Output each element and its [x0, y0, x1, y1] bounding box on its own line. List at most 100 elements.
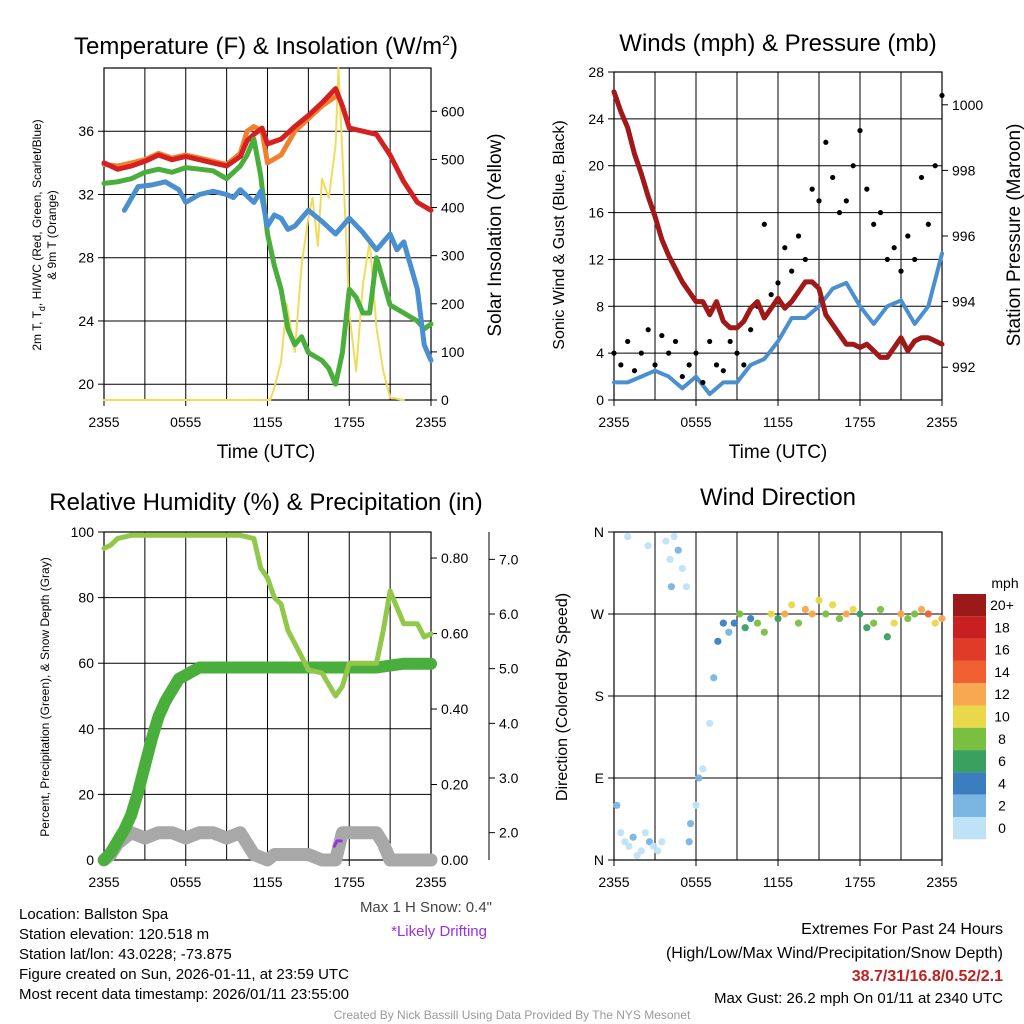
wind-y2-tick-label: 992 [952, 359, 976, 375]
gust-point [666, 350, 672, 356]
gust-point [679, 373, 685, 380]
y-tick-label: 100 [71, 524, 95, 540]
wind-panel-title: Winds (mph) & Pressure (mb) [619, 30, 936, 57]
y-tick-label: N [594, 524, 604, 540]
direction-point [667, 583, 676, 591]
direction-point [736, 610, 744, 618]
gust-point [939, 92, 945, 99]
direction-point [685, 838, 693, 846]
y-tick-label: 0 [86, 852, 94, 868]
direction-point [897, 610, 905, 618]
colorbar-label: 14 [994, 664, 1010, 680]
direction-point [714, 637, 722, 645]
direction-point [692, 801, 700, 809]
x-tick-label: 2355 [926, 874, 957, 890]
y-tick-label: 28 [588, 64, 604, 80]
x-tick-label: 2355 [415, 414, 446, 430]
colorbar-label: 20+ [990, 597, 1014, 613]
direction-point [774, 614, 782, 623]
y-tick-label: S [595, 688, 604, 704]
x-tick-label: 1755 [844, 874, 875, 890]
colorbar-label: 8 [998, 731, 1006, 747]
gust-point [864, 186, 870, 192]
gust-point [618, 362, 624, 368]
colorbar-label: 4 [998, 775, 1006, 791]
direction-point [624, 532, 632, 541]
x-tick-label: 1755 [844, 414, 875, 430]
wind-xlabel: Time (UTC) [729, 442, 828, 463]
y-tick-label: W [591, 606, 605, 622]
colorbar-swatch [953, 660, 986, 684]
temp-ylabel-line1: 2m T, Td, HI/WC (Red, Green, Scarlet/Blu… [30, 119, 47, 350]
wind-y2-tick-label: 994 [952, 294, 976, 310]
direction-point [658, 838, 666, 846]
series-sonic-wind [612, 251, 944, 397]
x-tick-label: 1155 [763, 874, 793, 890]
direction-point [808, 610, 816, 618]
series-td-hi-wc [101, 136, 434, 387]
gust-point [918, 174, 925, 181]
temp-y2-tick-label: 100 [441, 344, 465, 360]
extremes-values: 38.7/31/16.8/0.52/2.1 [852, 968, 1003, 985]
colorbar-swatch [953, 683, 986, 706]
gust-point [700, 379, 706, 386]
y-tick-label: N [594, 852, 604, 868]
gust-point [638, 350, 644, 356]
direction-point [938, 614, 946, 623]
gust-point [830, 174, 836, 181]
x-tick-label: 1155 [252, 414, 282, 430]
temp-y2-tick-label: 500 [441, 151, 465, 167]
direction-point [730, 619, 738, 627]
wind-ylabel: Sonic Wind & Gust (Blue, Black) [551, 120, 568, 349]
gust-point [912, 256, 918, 263]
x-tick-label: 0555 [170, 414, 201, 430]
gust-point [748, 327, 754, 333]
gust-point [795, 233, 802, 239]
gust-point [625, 338, 631, 345]
gust-point [836, 209, 843, 216]
x-tick-label: 1155 [252, 874, 282, 890]
direction-point [670, 532, 678, 541]
rh-y2-tick-label: 0.60 [441, 626, 468, 642]
temp-y2-tick-label: 200 [441, 296, 465, 312]
colorbar-swatch [953, 794, 986, 817]
gust-point [611, 350, 617, 356]
x-tick-label: 2355 [88, 414, 119, 430]
gust-point [659, 332, 665, 339]
y-tick-label: 20 [78, 376, 94, 392]
station-location: Location: Ballston Spa [19, 906, 169, 923]
direction-point [911, 610, 919, 618]
y-tick-label: 36 [78, 123, 94, 139]
figure-created: Figure created on Sun, 2026-01-11, at 23… [19, 966, 349, 983]
series-precipitation [98, 657, 437, 866]
drift-note: *Likely Drifting [391, 923, 487, 940]
direction-point [890, 619, 898, 627]
direction-point [682, 583, 691, 591]
direction-point [695, 774, 703, 782]
x-tick-label: 2355 [415, 874, 446, 890]
direction-point [822, 610, 830, 618]
direction-point [625, 842, 633, 850]
direction-point [662, 537, 670, 545]
credit-line: Created By Nick Bassill Using Data Provi… [334, 1008, 691, 1022]
gust-point [925, 221, 931, 227]
y-tick-label: 12 [588, 251, 604, 267]
temp-panel-title: Temperature (F) & Insolation (W/m2) [74, 32, 458, 60]
colorbar-label: 2 [998, 798, 1006, 814]
temp-y2label: Solar Insolation (Yellow) [485, 133, 506, 336]
station-latlon: Station lat/lon: 43.0228; -73.875 [19, 946, 232, 963]
temp-xlabel: Time (UTC) [217, 442, 316, 463]
y-tick-label: 80 [78, 590, 94, 606]
direction-point [781, 610, 789, 618]
y-tick-label: 20 [78, 786, 94, 802]
gust-point [877, 209, 884, 216]
direction-point [856, 610, 864, 618]
rh-y2-tick-label: 0.20 [441, 777, 468, 793]
gust-point [713, 362, 720, 368]
wind-y2label: Station Pressure (Maroon) [1004, 124, 1024, 347]
y-tick-label: 16 [588, 205, 604, 221]
wind-pressure-panel: 0 4 8 12 16 20 24 28 2355 0555 1155 1755 2355 992 994 9… [588, 64, 983, 430]
station-info: Location: Ballston Spa Station elevation… [19, 905, 349, 1005]
direction-point [760, 628, 768, 636]
rh-y3-tick-label: 3.0 [499, 770, 519, 786]
